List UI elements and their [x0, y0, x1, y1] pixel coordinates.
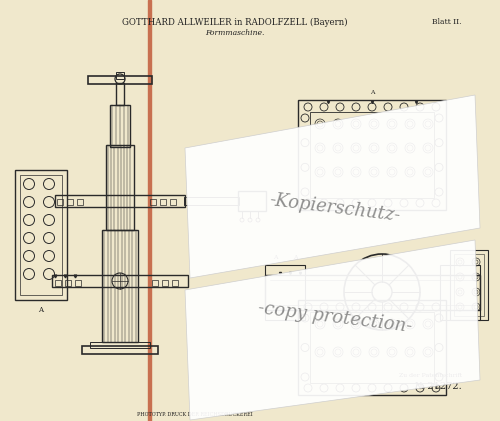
Text: PHOTOTYP. DRUCK DER REICHSDRUCKEREI: PHOTOTYP. DRUCK DER REICHSDRUCKEREI — [137, 412, 253, 417]
Text: GOTTHARD ALLWEILER in RADOLFZELL (Bayern): GOTTHARD ALLWEILER in RADOLFZELL (Bayern… — [122, 18, 348, 27]
Text: -copy protection-: -copy protection- — [257, 300, 413, 336]
Bar — [116, 83, 124, 105]
Bar — [55, 280, 61, 286]
Bar — [160, 199, 166, 205]
Bar — [170, 199, 176, 205]
Bar — [450, 250, 488, 320]
Text: Blatt II.: Blatt II. — [432, 18, 462, 26]
Bar — [298, 300, 446, 395]
Polygon shape — [185, 95, 480, 278]
Bar — [184, 197, 239, 205]
Text: Zu der Patentschrift: Zu der Patentschrift — [399, 373, 462, 378]
Bar — [116, 72, 124, 79]
Bar — [65, 280, 71, 286]
Bar — [265, 275, 480, 310]
Bar — [106, 145, 134, 230]
Bar — [298, 100, 446, 210]
Bar — [110, 105, 130, 147]
Bar — [102, 230, 138, 342]
Bar — [75, 280, 81, 286]
Bar — [20, 175, 62, 295]
Bar — [172, 280, 178, 286]
Bar — [150, 199, 156, 205]
Bar — [57, 199, 63, 205]
Bar — [90, 342, 150, 348]
Bar — [238, 191, 266, 211]
Bar — [88, 76, 152, 84]
Bar — [52, 275, 188, 287]
Bar — [310, 112, 434, 198]
Text: Formmaschine.: Formmaschine. — [206, 29, 264, 37]
Text: № 21272.: № 21272. — [415, 382, 462, 391]
Bar — [310, 312, 434, 383]
Bar — [454, 254, 484, 316]
Text: A: A — [370, 90, 374, 95]
Bar — [55, 195, 185, 207]
Bar — [265, 265, 305, 320]
Bar — [152, 280, 158, 286]
Bar — [82, 346, 158, 354]
Polygon shape — [185, 240, 480, 420]
Text: A: A — [38, 306, 44, 314]
Text: -Kopierschutz-: -Kopierschutz- — [268, 191, 402, 225]
Text: A: A — [293, 255, 297, 260]
Bar — [162, 280, 168, 286]
Bar — [67, 199, 73, 205]
Bar — [77, 199, 83, 205]
Bar — [15, 170, 67, 300]
Text: A: A — [273, 255, 277, 260]
Text: G.: G. — [434, 385, 441, 390]
Bar — [440, 265, 480, 320]
Bar — [148, 0, 150, 421]
